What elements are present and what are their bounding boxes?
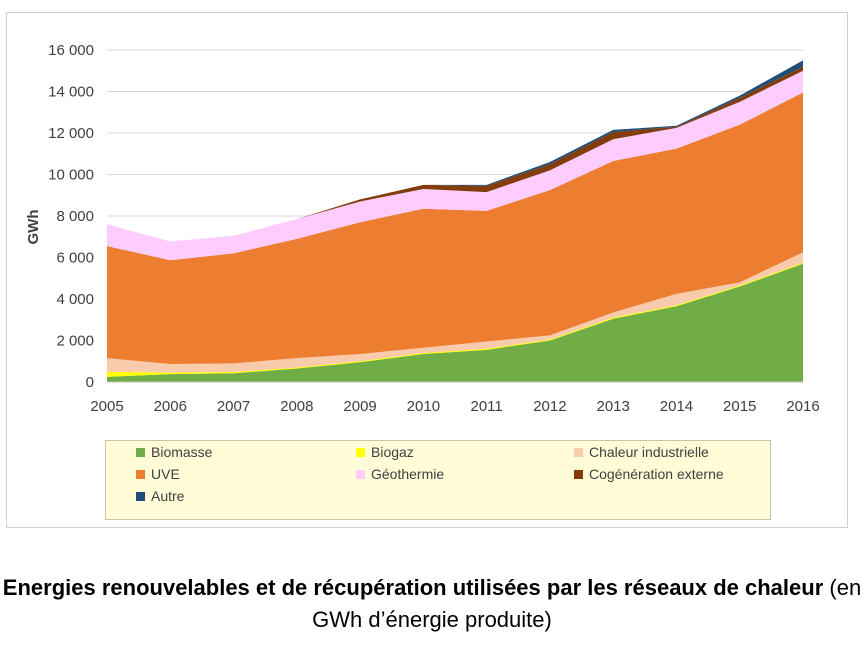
chart-caption: Energies renouvelables et de récupératio… xyxy=(0,572,864,636)
area-uve xyxy=(107,92,803,364)
legend-label: Cogénération externe xyxy=(589,466,724,482)
legend-item-autre: Autre xyxy=(136,488,184,504)
legend-swatch xyxy=(356,447,365,457)
caption-title: Energies renouvelables et de récupératio… xyxy=(2,575,824,600)
legend-label: Biomasse xyxy=(151,444,213,460)
y-tick-label: 10 000 xyxy=(48,167,94,184)
axes: 0 2 000 4 000 6 000 8 000 10 000 12 000 14 000 1… xyxy=(48,42,820,415)
x-tick-label: 2009 xyxy=(343,398,376,415)
legend-swatch xyxy=(356,469,365,479)
legend-label: Biogaz xyxy=(371,444,414,460)
chart-frame: 0 2 000 4 000 6 000 8 000 10 000 12 000 14 000 1… xyxy=(6,12,848,528)
x-tick-label: 2007 xyxy=(217,398,250,415)
x-tick-label: 2011 xyxy=(471,398,503,415)
caption-unit-note: (en GWh d’énergie produite) xyxy=(312,575,862,632)
y-tick-label: 16 000 xyxy=(48,42,94,59)
legend-item-biogaz: Biogaz xyxy=(356,444,414,460)
x-tick-label: 2005 xyxy=(90,398,123,415)
y-tick-label: 8 000 xyxy=(56,208,94,225)
x-tick-label: 2016 xyxy=(786,398,819,415)
x-tick-label: 2010 xyxy=(407,398,440,415)
legend: Biomasse Biogaz Chaleur industrielle UVE Géo… xyxy=(105,440,771,520)
legend-item-uve: UVE xyxy=(136,466,180,482)
area-chart: 0 2 000 4 000 6 000 8 000 10 000 12 000 14 000 1… xyxy=(25,42,820,415)
legend-label: Autre xyxy=(151,488,185,504)
legend-swatch xyxy=(574,447,583,457)
legend-label: Géothermie xyxy=(371,466,445,482)
y-axis-title: GWh xyxy=(25,210,42,245)
y-tick-label: 12 000 xyxy=(48,125,94,142)
legend-item-chaleur-industrielle: Chaleur industrielle xyxy=(574,444,709,460)
y-tick-label: 2 000 xyxy=(56,333,94,350)
x-tick-label: 2014 xyxy=(660,398,693,415)
legend-swatch xyxy=(136,447,145,457)
stacked-areas xyxy=(107,60,803,382)
x-tick-label: 2008 xyxy=(280,398,313,415)
y-tick-label: 6 000 xyxy=(56,250,94,267)
legend-label: UVE xyxy=(151,466,180,482)
area-chaleur-industrielle xyxy=(107,252,803,373)
legend-item-biomasse: Biomasse xyxy=(136,444,212,460)
y-tick-label: 4 000 xyxy=(56,291,94,308)
area-geothermie xyxy=(107,70,803,261)
legend-item-geothermie: Géothermie xyxy=(356,466,444,482)
y-tick-label: 14 000 xyxy=(48,84,94,101)
x-tick-label: 2013 xyxy=(596,398,629,415)
legend-swatch xyxy=(574,469,583,479)
x-tick-label: 2012 xyxy=(533,398,566,415)
legend-label: Chaleur industrielle xyxy=(589,444,709,460)
x-tick-label: 2015 xyxy=(723,398,756,415)
y-tick-label: 0 xyxy=(86,374,94,391)
legend-swatch xyxy=(136,469,145,479)
x-tick-label: 2006 xyxy=(154,398,187,415)
area-biomasse xyxy=(107,263,803,382)
legend-item-cogeneration-externe: Cogénération externe xyxy=(574,466,724,482)
legend-swatch xyxy=(136,491,145,501)
